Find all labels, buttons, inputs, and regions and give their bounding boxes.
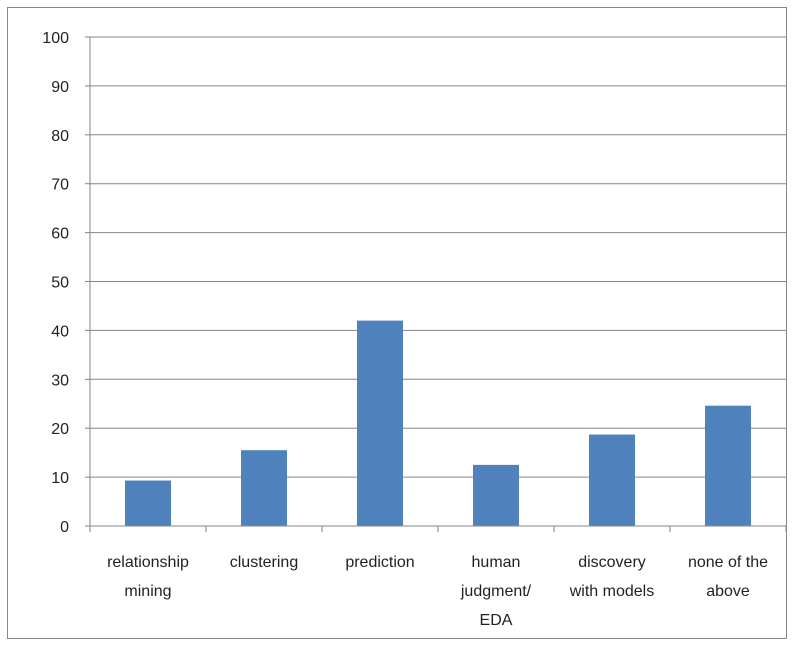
- bar: [357, 320, 403, 526]
- x-category-label: prediction: [345, 554, 414, 571]
- x-category-label: clustering: [230, 554, 298, 571]
- bar: [589, 434, 635, 526]
- bars: [125, 320, 751, 526]
- y-tick-label: 20: [51, 421, 69, 438]
- y-tick-label: 100: [42, 30, 69, 47]
- y-tick-label: 10: [51, 470, 69, 487]
- y-tick-label: 80: [51, 128, 69, 145]
- y-tick-label: 0: [60, 519, 69, 536]
- y-tick-label: 30: [51, 372, 69, 389]
- y-tick-label: 90: [51, 79, 69, 96]
- y-tick-label: 70: [51, 177, 69, 194]
- x-category-label: discovery with models: [569, 554, 654, 600]
- x-axis-category-labels: relationship mining clustering prediction hu…: [107, 554, 768, 629]
- y-tick-label: 60: [51, 226, 69, 243]
- bar: [125, 480, 171, 526]
- x-category-label: human judgment/EDA: [460, 554, 532, 629]
- x-category-label: relationship mining: [107, 554, 189, 600]
- bar: [241, 450, 287, 526]
- y-tick-label: 40: [51, 323, 69, 340]
- x-axis: [85, 36, 787, 532]
- bar: [705, 405, 751, 526]
- x-category-label: none of the above: [688, 554, 768, 600]
- y-axis-tick-labels: 0 10 20 30 40 50 60 70 80 90 100: [42, 30, 69, 536]
- gridlines: [90, 36, 786, 478]
- y-tick-label: 50: [51, 275, 69, 292]
- bar: [473, 464, 519, 526]
